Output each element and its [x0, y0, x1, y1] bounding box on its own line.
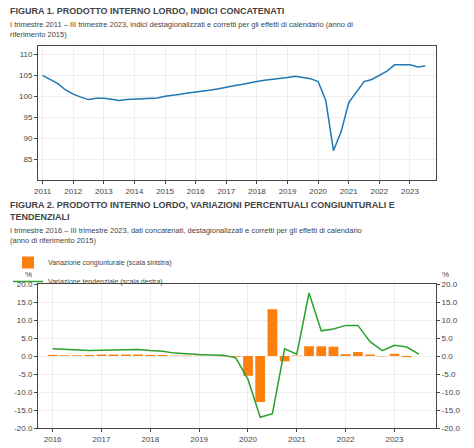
- svg-text:-15.0: -15.0: [442, 406, 461, 415]
- svg-text:10.0: 10.0: [442, 316, 458, 325]
- svg-text:2023: 2023: [386, 435, 404, 444]
- svg-text:FIGURA 2. PRODOTTO INTERNO LOR: FIGURA 2. PRODOTTO INTERNO LORDO, VARIAZ…: [10, 200, 395, 222]
- svg-text:2011: 2011: [34, 187, 52, 196]
- svg-text:FIGURA 1. PRODOTTO INTERNO LOR: FIGURA 1. PRODOTTO INTERNO LORDO, INDICI…: [10, 6, 284, 16]
- svg-text:0.0: 0.0: [442, 352, 454, 361]
- svg-text:2016: 2016: [44, 435, 62, 444]
- svg-text:15.0: 15.0: [442, 298, 458, 307]
- svg-text:20.0: 20.0: [16, 279, 33, 289]
- svg-text:2022: 2022: [370, 187, 388, 196]
- svg-text:15.0: 15.0: [17, 298, 33, 307]
- svg-text:-10.0: -10.0: [14, 388, 33, 397]
- svg-text:2012: 2012: [64, 187, 82, 196]
- svg-text:2015: 2015: [156, 187, 174, 196]
- svg-text:2013: 2013: [95, 187, 113, 196]
- svg-text:2014: 2014: [126, 187, 144, 196]
- svg-text:20.0: 20.0: [442, 280, 458, 289]
- svg-text:%: %: [25, 270, 32, 279]
- svg-text:2021: 2021: [288, 435, 306, 444]
- svg-text:95: 95: [23, 113, 32, 122]
- svg-text:2016: 2016: [187, 187, 205, 196]
- svg-text:2020: 2020: [309, 187, 327, 196]
- svg-text:5.0: 5.0: [21, 334, 33, 343]
- svg-text:2023: 2023: [401, 187, 419, 196]
- svg-text:%: %: [442, 270, 449, 279]
- svg-text:-20.0: -20.0: [442, 424, 461, 433]
- svg-text:-10.0: -10.0: [442, 388, 461, 397]
- svg-text:105: 105: [19, 71, 33, 80]
- svg-text:2021: 2021: [340, 187, 358, 196]
- svg-text:2022: 2022: [337, 435, 355, 444]
- svg-text:-20.0: -20.0: [14, 424, 33, 433]
- svg-text:2019: 2019: [279, 187, 297, 196]
- svg-text:2018: 2018: [141, 435, 159, 444]
- svg-text:110: 110: [20, 50, 33, 59]
- svg-text:100: 100: [19, 92, 33, 101]
- svg-text:I trimestre 2016 – III trimest: I trimestre 2016 – III trimestre 2023, d…: [10, 226, 362, 245]
- svg-text:85: 85: [23, 155, 32, 164]
- svg-text:I trimestre 2011 – III trimest: I trimestre 2011 – III trimestre 2023, i…: [10, 20, 353, 39]
- svg-text:10.0: 10.0: [17, 316, 33, 325]
- svg-text:2019: 2019: [190, 435, 208, 444]
- svg-text:-5.0: -5.0: [19, 370, 33, 379]
- svg-text:Variazione tendenziale (scala: Variazione tendenziale (scala destra): [48, 278, 163, 286]
- svg-text:5.0: 5.0: [442, 334, 454, 343]
- svg-text:0.0: 0.0: [21, 352, 33, 361]
- svg-text:2018: 2018: [248, 187, 266, 196]
- svg-text:-5.0: -5.0: [442, 370, 456, 379]
- svg-text:2020: 2020: [239, 435, 257, 444]
- svg-text:2017: 2017: [217, 187, 235, 196]
- svg-text:2017: 2017: [93, 435, 111, 444]
- svg-text:-15.0: -15.0: [14, 406, 33, 415]
- svg-text:Variazione congiunturale (scal: Variazione congiunturale (scala sinistra…: [48, 259, 172, 267]
- svg-text:90: 90: [23, 134, 32, 143]
